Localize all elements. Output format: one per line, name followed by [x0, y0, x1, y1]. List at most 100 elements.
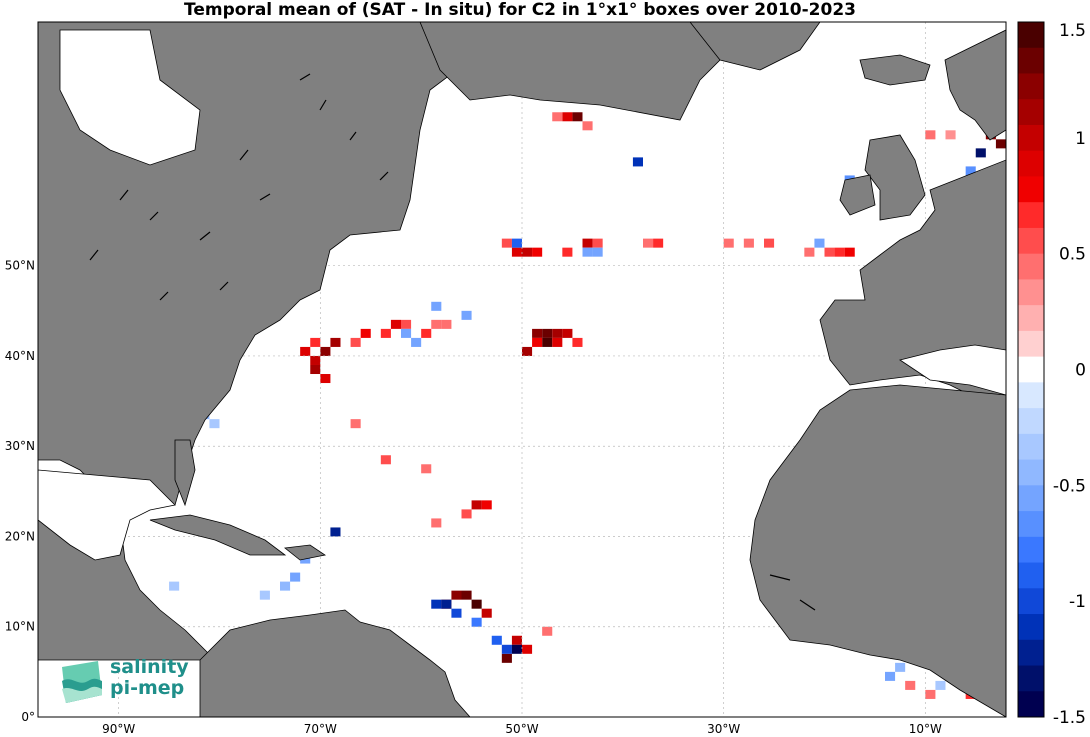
heatmap-cell	[259, 590, 270, 600]
heatmap-cell	[592, 238, 603, 248]
heatmap-cell	[542, 328, 553, 338]
land-cuba	[149, 514, 287, 556]
colorbar-swatch	[1018, 408, 1044, 435]
heatmap-cell	[653, 238, 664, 248]
heatmap-cell	[501, 653, 512, 663]
heatmap-cell	[310, 355, 321, 365]
colorbar-tick-label: -1.5	[1053, 708, 1086, 728]
heatmap-cell	[431, 518, 442, 528]
heatmap-cell	[441, 319, 452, 329]
heatmap-cell	[905, 680, 916, 690]
heatmap-cell	[965, 166, 976, 176]
colorbar-swatch	[1018, 279, 1044, 306]
colorbar-swatch	[1018, 202, 1044, 229]
colorbar-tick-label: 0.5	[1059, 245, 1086, 265]
heatmap-cell	[471, 599, 482, 609]
colorbar-swatch	[1018, 227, 1044, 255]
salinity-pimep-logo: salinity pi-mep	[58, 657, 198, 707]
lat-tick-label: 10°N	[5, 620, 35, 634]
heatmap-cell	[542, 337, 553, 347]
wave-logo-icon	[62, 661, 102, 703]
logo-line-1: salinity	[110, 656, 189, 678]
heatmap-cell	[552, 328, 563, 338]
heatmap-cell	[501, 644, 512, 654]
heatmap-cell	[562, 328, 573, 338]
heatmap-cell	[401, 328, 412, 338]
colorbar-swatch	[1018, 459, 1044, 486]
heatmap-cell	[582, 238, 593, 248]
heatmap-cell	[834, 247, 845, 257]
colorbar-swatch	[1018, 330, 1044, 358]
colorbar-swatch	[1018, 253, 1044, 280]
heatmap-cell	[532, 247, 543, 257]
land-africa	[749, 384, 1006, 717]
heatmap-cell	[824, 247, 835, 257]
map-title: Temporal mean of (SAT - In situ) for C2 …	[184, 0, 856, 20]
heatmap-cell	[411, 337, 422, 347]
heatmap-cell	[572, 112, 583, 122]
colorbar-tick-label: -1	[1069, 592, 1086, 612]
land-iceland	[859, 54, 931, 86]
colorbar-swatch	[1018, 22, 1044, 49]
colorbar-swatch	[1018, 562, 1044, 589]
heatmap-cell	[582, 121, 593, 131]
heatmap-cell	[461, 310, 472, 320]
heatmap-cell	[511, 238, 522, 248]
heatmap-cell	[320, 346, 331, 356]
colorbar-tick-label: 1.5	[1059, 21, 1086, 41]
axis-ticks: 90°W 70°W 50°W 30°W 10°W 0° 10°N 20°N 30°N 40°N 50…	[5, 259, 942, 736]
heatmap-cell	[280, 581, 291, 591]
lon-tick-label: 70°W	[304, 722, 337, 736]
colorbar-swatch	[1018, 485, 1044, 512]
heatmap-cell	[451, 590, 462, 600]
heatmap-cell	[461, 509, 472, 519]
map-frame	[37, 21, 1007, 718]
heatmap-cell	[390, 319, 401, 329]
colorbar-swatch	[1018, 614, 1044, 641]
colorbar: 1.5 1 0.5 0 -0.5 -1 -1.5	[1017, 21, 1086, 728]
heatmap-cell	[562, 247, 573, 257]
heatmap-cell	[723, 238, 734, 248]
heatmap-cell	[169, 581, 180, 591]
heatmap-cell	[421, 328, 432, 338]
heatmap-cell	[491, 635, 502, 645]
lat-tick-label: 40°N	[5, 349, 35, 363]
heatmap-cell	[511, 247, 522, 257]
heatmap-cell	[995, 139, 1006, 149]
heatmap-cell	[522, 644, 533, 654]
heatmap-cell	[310, 364, 321, 375]
heatmap-cell	[572, 337, 583, 347]
heatmap-cell	[522, 346, 533, 356]
heatmap-cell	[935, 680, 946, 690]
colorbar-swatch	[1018, 433, 1044, 461]
colorbar-swatch	[1018, 176, 1044, 203]
heatmap-cell	[209, 419, 220, 429]
heatmap-cell	[350, 337, 361, 347]
colorbar-swatch	[1018, 382, 1044, 409]
heatmap-cell	[522, 247, 533, 257]
heatmap-cell	[945, 130, 956, 140]
land-ireland	[839, 174, 876, 216]
colorbar-swatch	[1018, 511, 1044, 538]
heatmap-cell	[471, 500, 482, 510]
heatmap-cell	[380, 328, 391, 338]
colorbar-swatch	[1018, 73, 1044, 100]
heatmap-cell	[542, 626, 553, 636]
heatmap-cell	[431, 319, 442, 329]
heatmap-cell	[401, 319, 412, 329]
heatmap-cell	[471, 617, 482, 627]
heatmap-cell	[532, 328, 543, 338]
heatmap-cell	[552, 337, 563, 347]
colorbar-swatch	[1018, 691, 1044, 718]
land-scandinavia	[944, 29, 1006, 141]
lat-tick-label: 50°N	[5, 259, 35, 273]
colorbar-tick-label: -0.5	[1053, 476, 1086, 496]
heatmap-cell	[501, 238, 512, 248]
lon-tick-label: 90°W	[102, 722, 135, 736]
heatmap-cell	[814, 238, 825, 248]
lat-tick-label: 20°N	[5, 529, 35, 543]
heatmap-cell	[451, 608, 462, 618]
heatmap-cell	[481, 500, 492, 510]
colorbar-swatch	[1018, 536, 1044, 564]
